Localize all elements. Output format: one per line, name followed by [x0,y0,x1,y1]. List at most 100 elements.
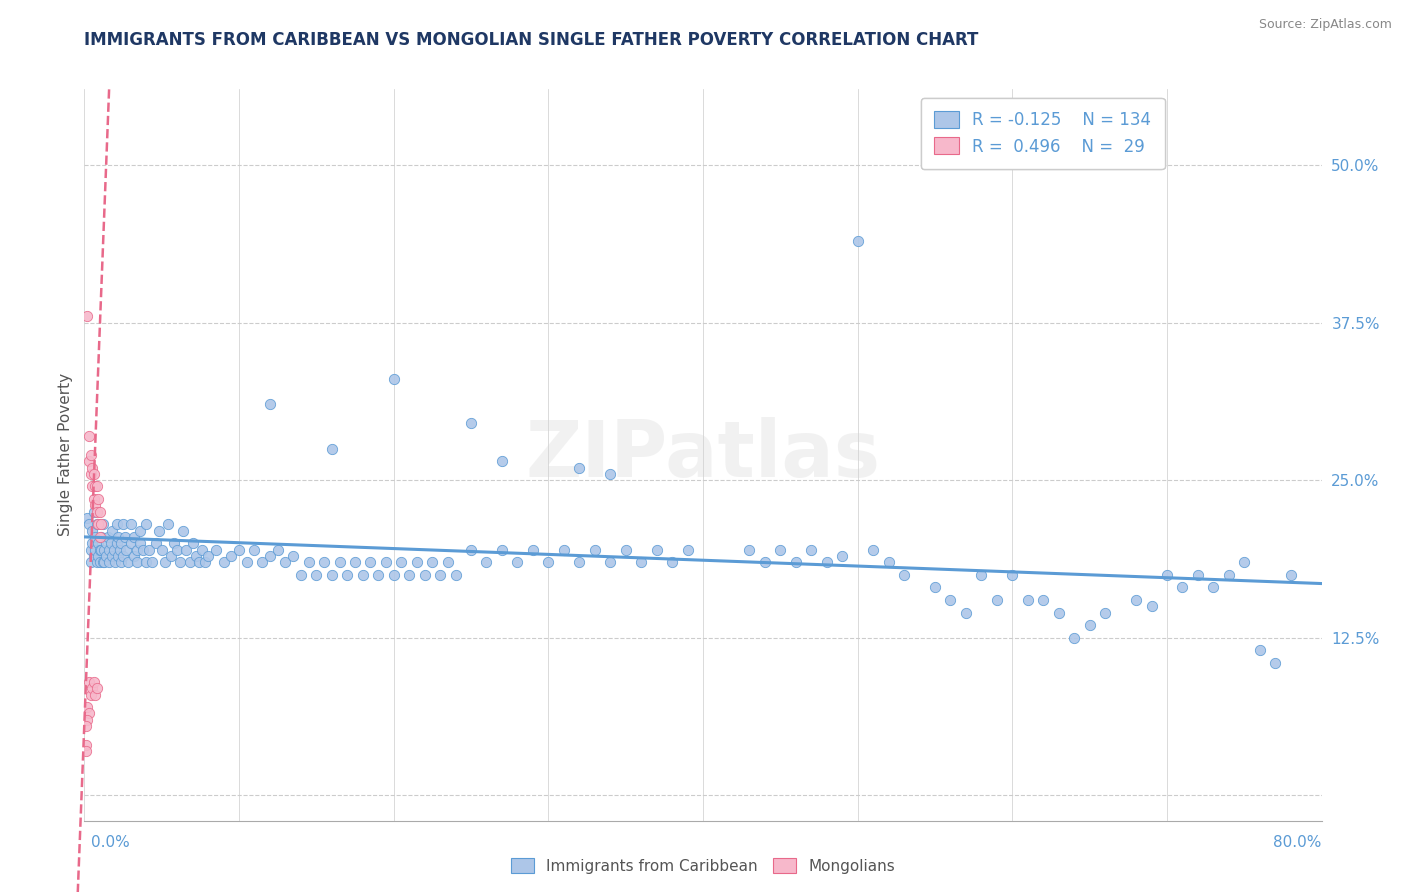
Point [125,542,148,557]
Point [1187,567,1209,582]
Point [599,467,621,481]
Point [169,555,191,569]
Point [91,555,114,569]
Point [89,530,111,544]
Point [290,567,312,582]
Point [1017,593,1039,607]
Point [83,549,105,563]
Point [1249,643,1271,657]
Point [375,555,398,569]
Point [228,542,250,557]
Point [893,567,915,582]
Point [98,555,121,569]
Point [924,580,946,594]
Point [172,524,194,538]
Point [90,517,112,532]
Point [114,530,136,544]
Point [86,517,108,532]
Point [831,549,853,563]
Point [132,542,155,557]
Point [87,517,110,532]
Point [97,530,120,544]
Point [77,706,100,721]
Point [90,530,112,544]
Point [1140,599,1163,614]
Point [75,719,97,733]
Point [138,542,160,557]
Point [93,555,115,569]
Point [194,555,217,569]
Point [444,567,467,582]
Point [391,555,413,569]
Point [360,555,382,569]
Point [86,505,108,519]
Point [437,555,460,569]
Point [986,593,1008,607]
Point [205,542,228,557]
Point [336,567,359,582]
Point [75,744,97,758]
Point [785,555,807,569]
Point [110,555,132,569]
Point [84,499,107,513]
Point [122,549,145,563]
Point [754,555,776,569]
Point [79,688,101,702]
Y-axis label: Single Father Poverty: Single Father Poverty [58,374,73,536]
Point [104,555,127,569]
Point [862,542,884,557]
Point [413,567,436,582]
Point [82,460,104,475]
Point [86,479,108,493]
Point [120,536,142,550]
Point [259,549,281,563]
Point [115,542,138,557]
Point [1001,567,1024,582]
Point [77,517,100,532]
Point [129,524,152,538]
Point [1264,656,1286,670]
Point [112,517,135,532]
Point [321,442,343,456]
Point [398,567,420,582]
Point [76,713,98,727]
Point [1156,567,1178,582]
Point [91,517,114,532]
Point [79,448,101,462]
Point [135,517,157,532]
Point [460,417,482,431]
Point [955,606,977,620]
Point [107,549,129,563]
Point [491,454,513,468]
Point [181,536,204,550]
Point [117,555,139,569]
Text: ZIPatlas: ZIPatlas [526,417,880,493]
Point [475,555,498,569]
Point [176,542,198,557]
Point [77,454,100,468]
Point [83,674,105,689]
Point [568,460,591,475]
Point [79,555,101,569]
Point [166,542,188,557]
Point [76,700,98,714]
Point [75,738,97,752]
Point [846,234,869,248]
Point [422,555,444,569]
Point [89,555,111,569]
Point [163,536,186,550]
Point [314,555,336,569]
Point [84,542,107,557]
Point [82,479,104,493]
Point [661,555,683,569]
Point [82,681,104,696]
Point [321,567,343,582]
Point [1202,580,1225,594]
Point [160,549,183,563]
Point [367,567,389,582]
Point [1218,567,1240,582]
Point [93,542,115,557]
Point [1125,593,1147,607]
Text: IMMIGRANTS FROM CARIBBEAN VS MONGOLIAN SINGLE FATHER POVERTY CORRELATION CHART: IMMIGRANTS FROM CARIBBEAN VS MONGOLIAN S… [84,31,979,49]
Point [329,555,352,569]
